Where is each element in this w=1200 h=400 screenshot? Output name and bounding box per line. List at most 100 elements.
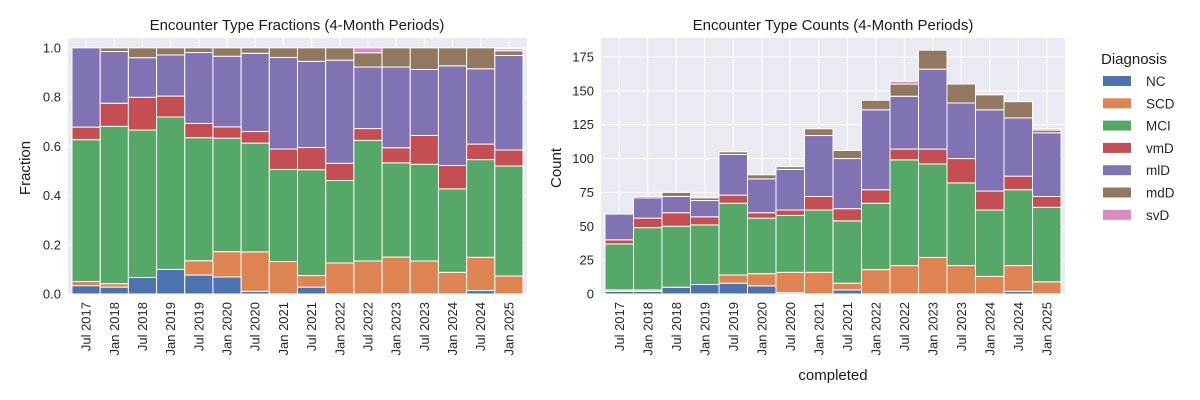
fractions-x-tick-label: Jan 2022	[332, 302, 347, 356]
counts-x-tick-label: Jan 2022	[868, 302, 883, 356]
counts-bar-NC-4	[718, 282, 748, 295]
fractions-bar-mlD-14	[466, 68, 496, 145]
fractions-bar-SCD-12	[409, 260, 439, 295]
fractions-bar-svD-10	[353, 47, 383, 54]
counts-bar-MCI-9	[861, 202, 891, 271]
fractions-bar-MCI-6	[240, 142, 270, 253]
counts-bar-mdD-9	[861, 99, 891, 111]
counts-bar-mdD-11	[918, 49, 948, 70]
fractions-bar-mdD-5	[212, 47, 242, 57]
fractions-bar-mlD-7	[268, 56, 298, 150]
fractions-bar-mlD-0	[71, 47, 101, 128]
counts-bar-MCI-0	[604, 243, 634, 291]
counts-bar-vmD-9	[861, 189, 891, 204]
counts-x-tick-label: Jan 2021	[811, 302, 826, 356]
fractions-bar-SCD-14	[466, 256, 496, 292]
counts-bar-mdD-8	[832, 149, 862, 160]
legend-label-svD: svD	[1146, 208, 1170, 223]
counts-bar-MCI-1	[633, 227, 663, 291]
fractions-bar-MCI-1	[99, 125, 129, 285]
counts-chart: Encounter Type Counts (4-Month Periods) …	[548, 17, 1065, 384]
counts-bar-mlD-10	[889, 95, 919, 150]
fractions-bar-mdD-14	[466, 47, 496, 70]
counts-bar-SCD-7	[804, 271, 834, 295]
fractions-bar-SCD-9	[325, 262, 355, 295]
counts-x-tick-label: Jan 2025	[1039, 302, 1054, 356]
fractions-bar-vmD-4	[184, 122, 214, 139]
counts-bar-mdD-14	[1003, 101, 1033, 119]
legend-swatch-SCD	[1103, 98, 1131, 109]
counts-bar-vmD-12	[946, 158, 976, 184]
fractions-bar-vmD-11	[381, 147, 411, 164]
counts-bar-SCD-6	[775, 271, 805, 294]
counts-chart-title: Encounter Type Counts (4-Month Periods)	[693, 17, 974, 34]
legend-swatch-MCI	[1103, 120, 1131, 131]
counts-y-tick-label: 50	[580, 219, 594, 234]
legend-label-mdD: mdD	[1146, 186, 1175, 201]
fractions-bar-mdD-11	[381, 47, 411, 68]
counts-bar-MCI-4	[718, 202, 748, 276]
fractions-bar-mlD-10	[353, 66, 383, 130]
counts-bar-mlD-15	[1032, 132, 1062, 197]
fractions-bar-vmD-2	[127, 96, 158, 131]
fractions-bar-SCD-4	[184, 260, 214, 276]
fractions-y-axis-label: Fraction	[17, 141, 34, 195]
counts-x-tick-label: Jul 2020	[783, 302, 798, 351]
fractions-bar-mdD-6	[240, 47, 270, 54]
counts-bar-mdD-6	[775, 166, 805, 170]
fractions-bar-mlD-15	[494, 54, 524, 151]
fractions-bar-mdD-1	[99, 47, 129, 53]
fractions-bar-NC-5	[212, 276, 242, 295]
fractions-bar-vmD-8	[297, 147, 327, 171]
fractions-bar-MCI-15	[494, 165, 524, 277]
counts-y-axis-label: Count	[548, 147, 565, 188]
legend-label-mlD: mlD	[1146, 163, 1170, 178]
counts-x-tick-label: Jul 2023	[954, 302, 969, 351]
fractions-x-tick-label: Jan 2021	[276, 302, 291, 356]
counts-bar-vmD-11	[918, 148, 948, 165]
legend-label-MCI: MCI	[1146, 119, 1171, 134]
fractions-chart: Encounter Type Fractions (4-Month Period…	[17, 17, 527, 356]
counts-x-tick-label: Jul 2021	[840, 302, 855, 351]
fractions-bar-MCI-11	[381, 162, 411, 258]
fractions-bar-mdD-9	[325, 47, 355, 61]
fractions-bar-vmD-5	[212, 126, 242, 139]
counts-y-tick-label: 175	[572, 49, 594, 64]
fractions-bar-vmD-15	[494, 149, 524, 167]
fractions-bar-mdD-15	[494, 50, 524, 56]
fractions-bar-MCI-8	[297, 169, 327, 277]
legend-label-NC: NC	[1146, 74, 1166, 89]
fractions-bar-SCD-6	[240, 251, 270, 292]
fractions-bar-vmD-14	[466, 143, 496, 161]
fractions-bar-vmD-9	[325, 162, 355, 182]
legend-label-vmD: vmD	[1146, 141, 1174, 156]
counts-bar-mlD-13	[975, 109, 1005, 192]
legend-swatch-svD	[1103, 209, 1131, 220]
fractions-bar-NC-4	[184, 274, 214, 295]
counts-bar-mlD-0	[604, 213, 634, 241]
fractions-bar-mdD-12	[409, 47, 439, 71]
legend-label-SCD: SCD	[1146, 96, 1175, 111]
fractions-x-tick-label: Jul 2024	[473, 302, 488, 351]
fractions-bar-mlD-4	[184, 52, 214, 124]
counts-bar-vmD-15	[1032, 195, 1062, 208]
counts-bar-mdD-3	[690, 197, 720, 202]
counts-bar-mlD-2	[661, 195, 691, 214]
fractions-bar-MCI-12	[409, 163, 439, 262]
fractions-bar-SCD-10	[353, 260, 383, 295]
fractions-y-tick-label: 0.0	[43, 287, 61, 302]
legend-swatch-mdD	[1103, 187, 1131, 198]
counts-bar-vmD-0	[604, 239, 634, 245]
fractions-bar-mlD-8	[297, 60, 327, 149]
fractions-bar-mlD-12	[409, 69, 439, 136]
counts-x-tick-label: Jul 2019	[726, 302, 741, 351]
fractions-bar-mdD-4	[184, 47, 214, 54]
counts-bar-vmD-4	[718, 194, 748, 204]
counts-x-tick-label: Jan 2019	[697, 302, 712, 356]
fractions-x-tick-label: Jul 2019	[191, 302, 206, 351]
counts-bar-mdD-13	[975, 94, 1005, 111]
counts-bar-mlD-14	[1003, 117, 1033, 177]
fractions-bar-SCD-8	[297, 275, 327, 288]
fractions-x-tick-label: Jan 2023	[389, 302, 404, 356]
fractions-bar-SCD-1	[99, 283, 129, 288]
